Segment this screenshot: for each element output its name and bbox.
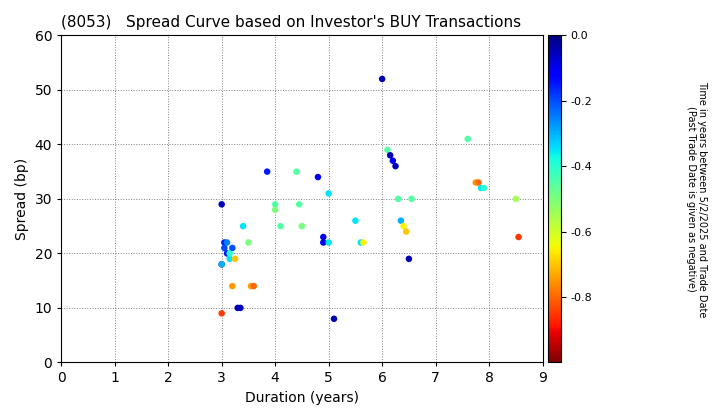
Point [390,163,401,170]
Point [462,136,474,142]
Point [510,196,521,202]
Point [216,310,228,317]
Text: (8053)   Spread Curve based on Investor's BUY Transactions: (8053) Spread Curve based on Investor's … [61,15,521,30]
X-axis label: Duration (years): Duration (years) [245,391,359,405]
Point [227,283,238,289]
Point [355,239,366,246]
Point [294,201,305,207]
Point [403,255,415,262]
Point [221,250,233,257]
Point [246,283,257,289]
Point [387,158,399,164]
Point [296,223,307,229]
Point [478,185,490,192]
Point [382,147,393,153]
Point [291,168,302,175]
Point [219,239,230,246]
Point [238,223,249,229]
Point [384,152,396,159]
Point [227,244,238,251]
Point [275,223,287,229]
Point [328,315,340,322]
Point [312,174,324,181]
Point [318,239,329,246]
Point [248,283,259,289]
Point [229,255,240,262]
Point [221,239,233,246]
Point [216,261,228,268]
Point [395,217,407,224]
Point [216,201,228,207]
Point [269,201,281,207]
Point [224,255,235,262]
Point [392,196,404,202]
Point [475,185,487,192]
Point [406,196,418,202]
Point [400,228,412,235]
Point [513,234,524,240]
Point [358,239,369,246]
Y-axis label: Time in years between 5/2/2025 and Trade Date
(Past Trade Date is given as negat: Time in years between 5/2/2025 and Trade… [685,81,707,317]
Point [269,206,281,213]
Y-axis label: Spread (bp): Spread (bp) [15,158,29,240]
Point [470,179,482,186]
Point [323,239,334,246]
Point [323,190,334,197]
Point [235,304,246,311]
Point [472,179,484,186]
Point [377,76,388,82]
Point [219,244,230,251]
Point [216,261,228,268]
Point [350,217,361,224]
Point [318,234,329,240]
Point [261,168,273,175]
Point [397,223,409,229]
Point [224,250,235,257]
Point [243,239,254,246]
Point [232,304,243,311]
